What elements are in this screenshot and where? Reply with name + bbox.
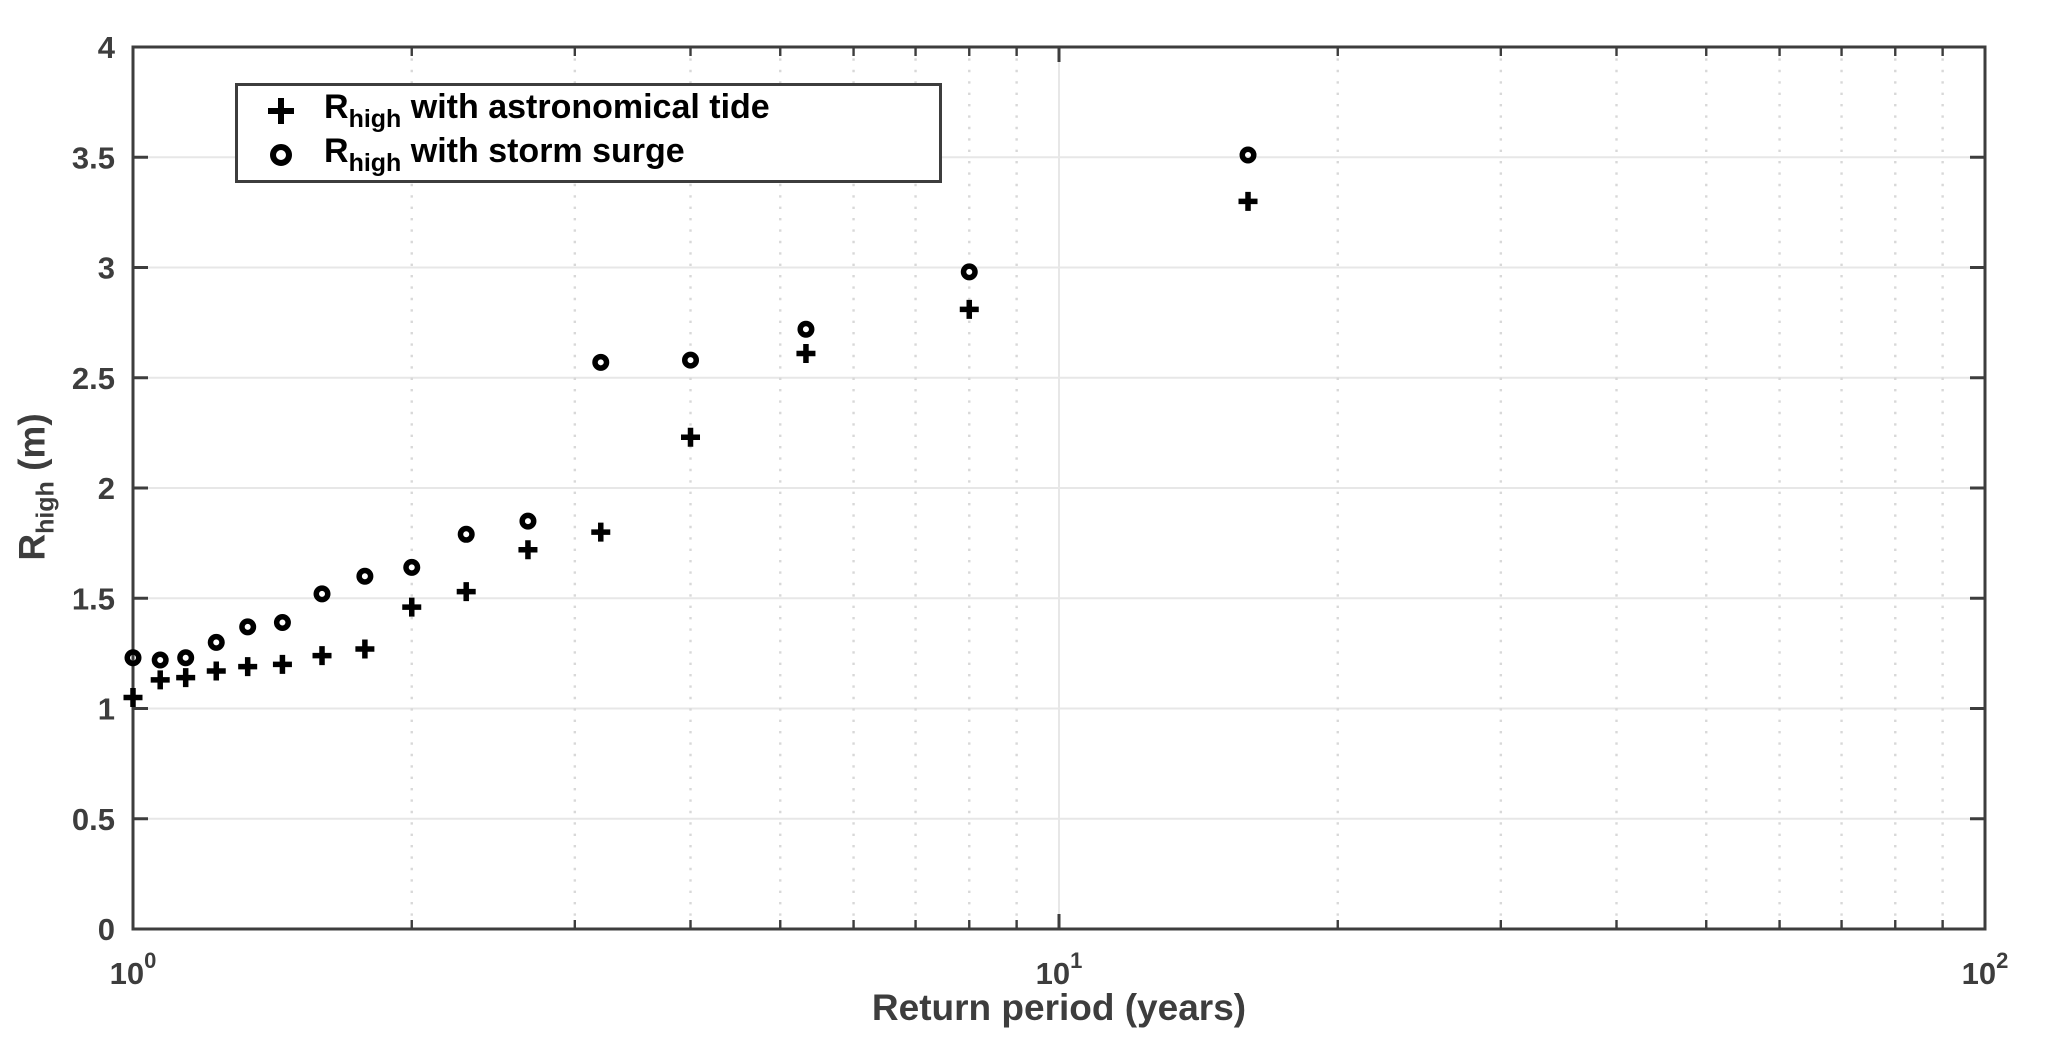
y-tick-label: 3.5 <box>72 140 115 175</box>
y-tick-label: 0 <box>98 912 115 947</box>
plus-marker-icon <box>238 96 324 126</box>
data-point-storm-surge <box>797 320 815 338</box>
data-point-astronomical-tide <box>312 646 332 666</box>
y-tick-label: 0.5 <box>72 802 115 837</box>
y-axis-label: Rhigh (m) <box>11 413 60 561</box>
y-tick-label: 2 <box>98 471 115 506</box>
data-point-astronomical-tide <box>796 343 816 363</box>
y-tick-label: 4 <box>98 30 116 65</box>
legend-label: Rhigh with astronomical tide <box>324 88 770 133</box>
data-point-astronomical-tide <box>681 427 701 447</box>
x-tick-label: 101 <box>1036 948 1083 991</box>
data-point-storm-surge <box>124 649 142 667</box>
data-point-astronomical-tide <box>518 540 538 560</box>
data-point-storm-surge <box>682 351 700 369</box>
data-point-storm-surge <box>273 614 291 632</box>
y-tick-label: 2.5 <box>72 361 115 396</box>
data-point-storm-surge <box>313 585 331 603</box>
data-point-astronomical-tide <box>591 522 611 542</box>
x-tick-label: 102 <box>1962 948 2009 991</box>
data-point-astronomical-tide <box>206 661 226 681</box>
data-point-storm-surge <box>519 512 537 530</box>
data-point-storm-surge <box>239 618 257 636</box>
data-point-astronomical-tide <box>272 654 292 674</box>
y-tick-label: 1 <box>98 692 115 727</box>
data-point-storm-surge <box>356 567 374 585</box>
data-point-astronomical-tide <box>402 597 422 617</box>
y-tick-label: 1.5 <box>72 581 115 616</box>
y-tick-label: 3 <box>98 251 115 286</box>
data-point-astronomical-tide <box>456 582 476 602</box>
data-point-storm-surge <box>177 649 195 667</box>
x-axis-label: Return period (years) <box>871 987 1247 1028</box>
data-point-astronomical-tide <box>150 670 170 690</box>
data-point-astronomical-tide <box>1238 191 1258 211</box>
data-point-astronomical-tide <box>355 639 375 659</box>
data-point-storm-surge <box>457 525 475 543</box>
legend-label: Rhigh with storm surge <box>324 132 685 177</box>
data-point-storm-surge <box>151 651 169 669</box>
legend: Rhigh with astronomical tide Rhigh with … <box>235 83 942 183</box>
circle-marker-icon <box>238 142 324 168</box>
data-point-storm-surge <box>403 558 421 576</box>
data-point-astronomical-tide <box>123 687 143 707</box>
x-tick-label: 100 <box>110 948 157 991</box>
legend-item-storm-surge: Rhigh with storm surge <box>238 132 939 177</box>
data-point-storm-surge <box>960 263 978 281</box>
data-point-astronomical-tide <box>238 657 258 677</box>
legend-item-astronomical-tide: Rhigh with astronomical tide <box>238 88 939 133</box>
data-point-astronomical-tide <box>176 668 196 688</box>
data-point-storm-surge <box>207 633 225 651</box>
data-point-astronomical-tide <box>959 299 979 319</box>
data-point-storm-surge <box>1239 146 1257 164</box>
data-point-storm-surge <box>592 353 610 371</box>
